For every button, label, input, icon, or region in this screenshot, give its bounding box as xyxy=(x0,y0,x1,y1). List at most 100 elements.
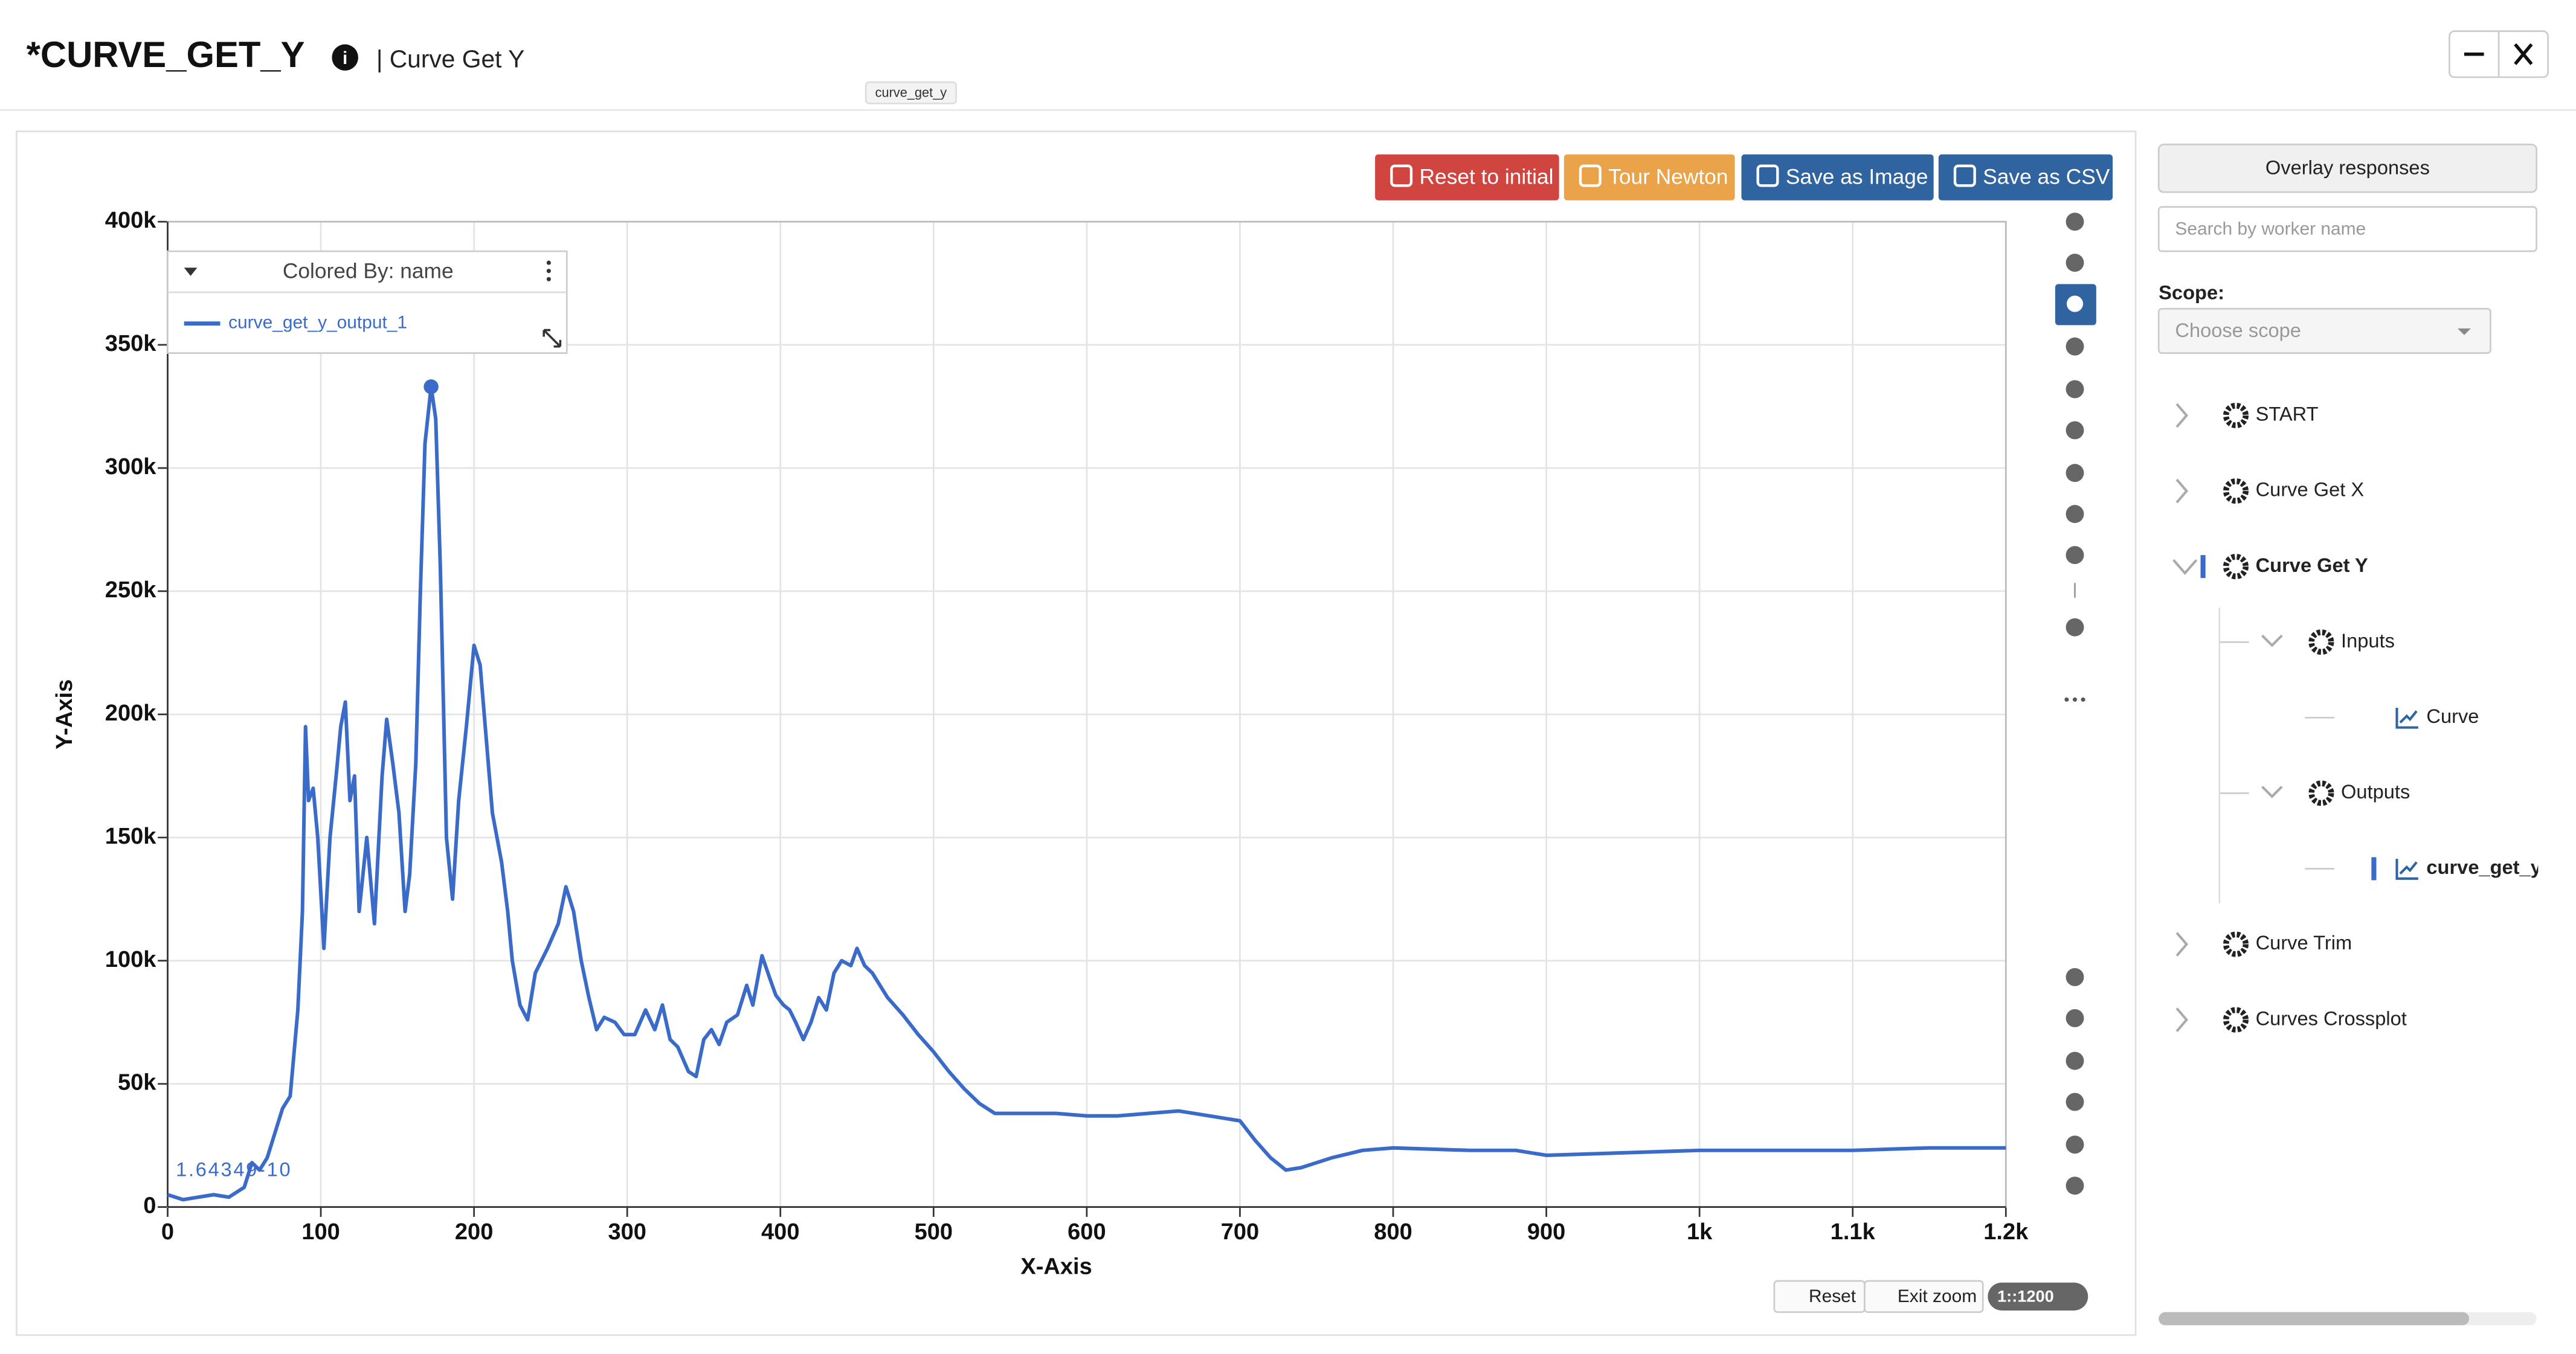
tree-chevron[interactable] xyxy=(2175,932,2189,957)
button-label[interactable]: Save as Image xyxy=(1786,165,1928,188)
tree-label[interactable]: Curve Trim xyxy=(2256,931,2352,954)
tree-label[interactable]: Curves Crossplot xyxy=(2256,1007,2407,1029)
button-label[interactable]: Reset to initial xyxy=(1420,165,1554,188)
tool-more[interactable] xyxy=(2072,697,2078,702)
zoom-button-label[interactable]: Reset xyxy=(1809,1286,1856,1306)
tree-chevron[interactable] xyxy=(2175,1007,2189,1032)
select-caret xyxy=(2458,328,2471,335)
zoom-badge-label: 1::1200 xyxy=(1997,1286,2054,1305)
tree-chevron[interactable] xyxy=(2172,559,2198,576)
y-tick-label: 350k xyxy=(105,331,156,356)
legend-menu[interactable] xyxy=(546,277,551,281)
page-title: *CURVE_GET_Y xyxy=(27,34,305,75)
tree-label[interactable]: curve_get_y_output_1 xyxy=(2426,856,2576,878)
overlay-button[interactable] xyxy=(2157,143,2537,193)
info-icon[interactable] xyxy=(332,44,358,71)
tool-icon[interactable] xyxy=(2066,380,2084,399)
x-tick-label: 1.1k xyxy=(1831,1219,1876,1245)
button-label[interactable]: Save as CSV xyxy=(1983,165,2110,188)
tree-chevron[interactable] xyxy=(2175,478,2189,504)
scope-label: Scope: xyxy=(2159,281,2224,303)
chart-icon xyxy=(2395,859,2418,880)
y-tick-label: 150k xyxy=(105,824,156,849)
y-tick-label: 100k xyxy=(105,947,156,972)
toolbar-button[interactable] xyxy=(1375,154,1559,201)
tree-label[interactable]: Curve xyxy=(2426,705,2479,727)
legend-resize[interactable] xyxy=(543,329,562,348)
gear-icon xyxy=(2223,931,2249,957)
tool-more[interactable] xyxy=(2081,697,2085,702)
scrollbar-thumb[interactable] xyxy=(2159,1312,2470,1326)
legend-menu[interactable] xyxy=(546,269,551,274)
tool-icon[interactable] xyxy=(2066,967,2084,986)
x-tick-label: 500 xyxy=(915,1219,953,1245)
zoom-button[interactable] xyxy=(1864,1280,1984,1314)
x-tick-label: 200 xyxy=(455,1219,493,1245)
tree-label[interactable]: Outputs xyxy=(2341,780,2410,803)
x-tick-label: 400 xyxy=(761,1219,799,1245)
tree-chevron[interactable] xyxy=(2261,786,2283,798)
plot: 0 100 200 300 400 500 600 700 800 900 1k 1.1k 1.2k 0 5… xyxy=(105,208,2029,1245)
toolbar-button[interactable] xyxy=(1741,154,1934,201)
tree-chevron[interactable] xyxy=(2175,403,2189,428)
line-series xyxy=(167,385,2006,1202)
tool-icon[interactable] xyxy=(2066,337,2084,356)
x-tick-label: 700 xyxy=(1221,1219,1259,1245)
x-tick-label: 1.2k xyxy=(1983,1219,2029,1245)
tree-label[interactable]: START xyxy=(2256,403,2319,425)
x-tick-label: 600 xyxy=(1067,1219,1106,1245)
tooltip-text: curve_get_y xyxy=(875,85,947,100)
tool-icon[interactable] xyxy=(2066,505,2084,524)
tool-more[interactable] xyxy=(2064,697,2069,702)
tool-icon[interactable] xyxy=(2066,1135,2084,1154)
search-input[interactable] xyxy=(2157,206,2537,252)
sidebar: Overlay responses Search by worker name Sc… xyxy=(2157,143,2576,1326)
button-icon xyxy=(1390,164,1413,187)
x-tick-label: 0 xyxy=(161,1219,174,1245)
legend-label[interactable]: curve_get_y_output_1 xyxy=(228,313,407,333)
close-button[interactable] xyxy=(2514,43,2533,65)
toolbar-button[interactable] xyxy=(1563,154,1735,201)
tooltip xyxy=(865,81,958,104)
button-label[interactable]: Tour Newton xyxy=(1608,165,1728,188)
tool-icon[interactable] xyxy=(2066,1009,2084,1027)
tree-label[interactable]: Curve Get X xyxy=(2256,478,2365,501)
scope-select[interactable] xyxy=(2157,307,2491,354)
y-tick-label: 250k xyxy=(105,577,156,603)
gear-icon xyxy=(2223,554,2249,580)
y-axis-label: Y-Axis xyxy=(52,679,77,749)
legend-collapse[interactable] xyxy=(184,268,198,276)
scope-placeholder: Choose scope xyxy=(2175,319,2301,341)
gear-icon xyxy=(2223,1007,2249,1033)
tool-icon[interactable] xyxy=(2066,1093,2084,1111)
x-tick-label: 300 xyxy=(608,1219,646,1245)
tool-icon[interactable] xyxy=(2066,254,2084,272)
overlay-button-label[interactable]: Overlay responses xyxy=(2265,156,2430,179)
y-tick-label: 200k xyxy=(105,701,156,726)
page-subtitle: | Curve Get Y xyxy=(376,45,524,72)
tool-icon[interactable] xyxy=(2066,421,2084,440)
zoom-button-label[interactable]: Exit zoom xyxy=(1898,1286,1977,1306)
tree-label[interactable]: Curve Get Y xyxy=(2256,554,2368,576)
tool-icon[interactable] xyxy=(2066,464,2084,483)
y-tick-label: 50k xyxy=(118,1070,156,1096)
x-tick-label: 100 xyxy=(301,1219,340,1245)
button-icon xyxy=(1579,164,1602,187)
tool-icon[interactable] xyxy=(2066,618,2084,637)
tool-icon[interactable] xyxy=(2066,213,2084,231)
tool-icon[interactable] xyxy=(2066,546,2084,565)
legend-menu[interactable] xyxy=(546,260,551,265)
gear-icon xyxy=(2223,478,2249,504)
legend xyxy=(167,250,568,354)
toolbar-button[interactable] xyxy=(1938,154,2113,201)
chart-icon xyxy=(2395,707,2418,729)
tree-chevron[interactable] xyxy=(2261,634,2283,647)
gear-icon xyxy=(2308,629,2334,655)
tree-label[interactable]: Inputs xyxy=(2341,629,2395,652)
tool-icon[interactable] xyxy=(2066,1176,2084,1195)
tool-icon[interactable] xyxy=(2066,1051,2084,1070)
gear-icon xyxy=(2223,402,2249,429)
y-tick-label: 0 xyxy=(143,1193,156,1219)
